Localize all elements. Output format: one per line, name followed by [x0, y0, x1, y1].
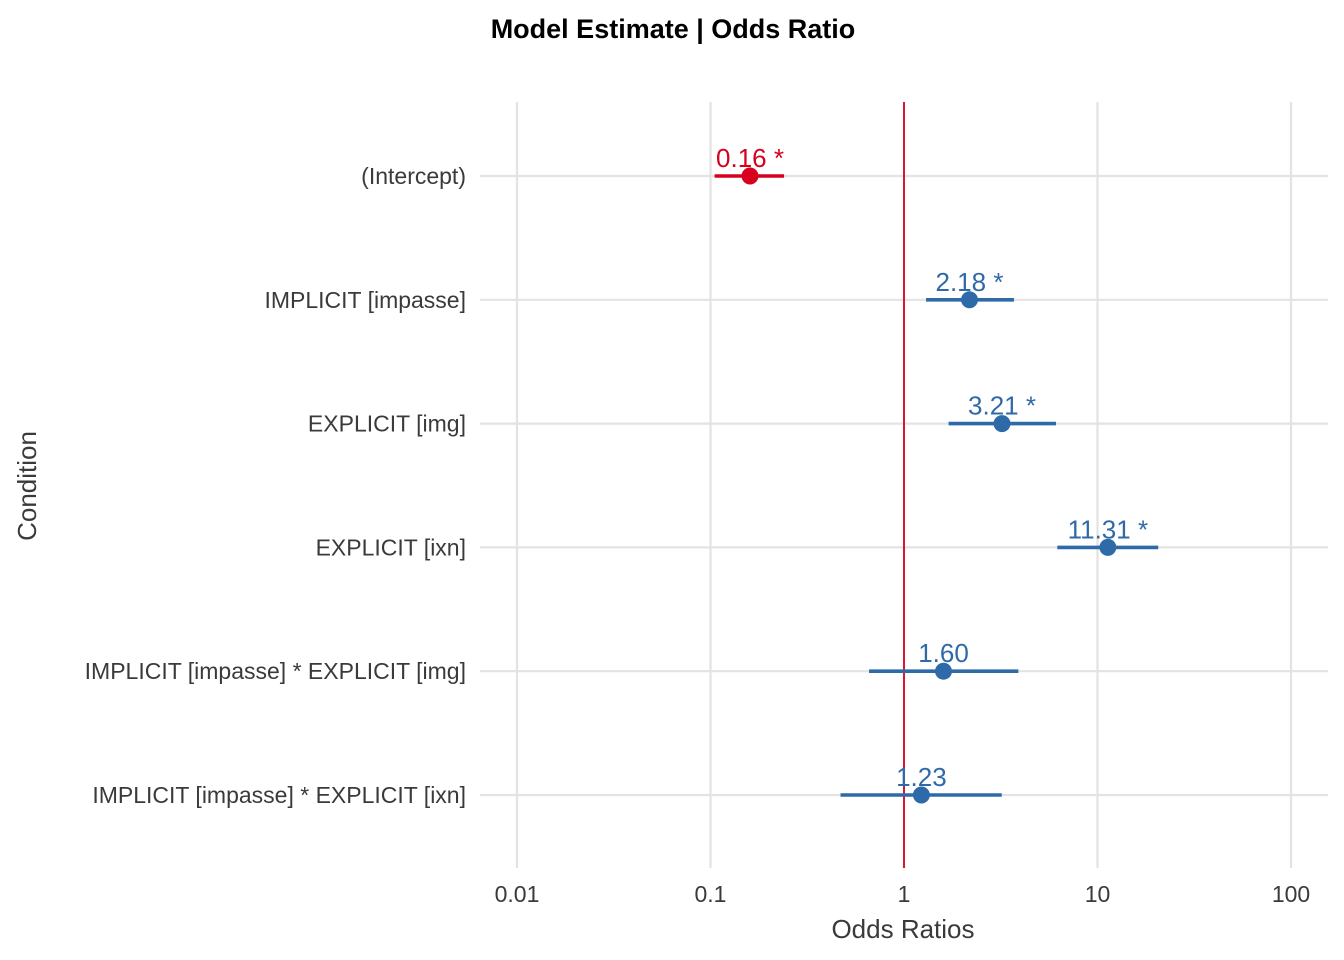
x-tick-labels: 0.01 0.1 1 10 100: [495, 881, 1311, 907]
x-axis-title: Odds Ratios: [831, 914, 974, 944]
estimate-marks: 0.16 * 2.18 * 3.21 * 11.31 * 1.60 1.23: [714, 143, 1159, 804]
x-tick-label: 10: [1085, 881, 1111, 907]
estimate-value-label: 2.18 *: [936, 267, 1004, 297]
x-tick-label: 1: [898, 881, 911, 907]
estimate-value-label: 1.23: [896, 762, 947, 792]
y-tick-label: EXPLICIT [img]: [308, 411, 466, 437]
y-tick-label: EXPLICIT [ixn]: [316, 534, 466, 560]
y-tick-label: IMPLICIT [impasse] * EXPLICIT [ixn]: [92, 782, 466, 808]
x-tick-label: 0.01: [495, 881, 540, 907]
estimate-point: [993, 415, 1011, 433]
x-tick-label: 100: [1272, 881, 1310, 907]
y-axis-title: Condition: [12, 431, 42, 541]
estimate-point: [741, 167, 759, 185]
estimate-point: [912, 786, 930, 804]
y-tick-label: IMPLICIT [impasse] * EXPLICIT [img]: [85, 658, 466, 684]
y-tick-label: IMPLICIT [impasse]: [264, 287, 466, 313]
chart-title: Model Estimate | Odds Ratio: [491, 14, 856, 44]
estimate-value-label: 0.16 *: [716, 143, 784, 173]
y-tick-labels: (Intercept) IMPLICIT [impasse] EXPLICIT [i…: [85, 163, 466, 808]
estimate-point: [934, 662, 952, 680]
estimate-point: [1099, 538, 1117, 556]
y-tick-label: (Intercept): [361, 163, 466, 189]
estimate-value-label: 11.31 *: [1068, 514, 1148, 544]
estimate-value-label: 1.60: [918, 638, 969, 668]
estimate-point: [960, 291, 978, 309]
estimate-value-label: 3.21 *: [968, 391, 1036, 421]
x-tick-label: 0.1: [695, 881, 727, 907]
